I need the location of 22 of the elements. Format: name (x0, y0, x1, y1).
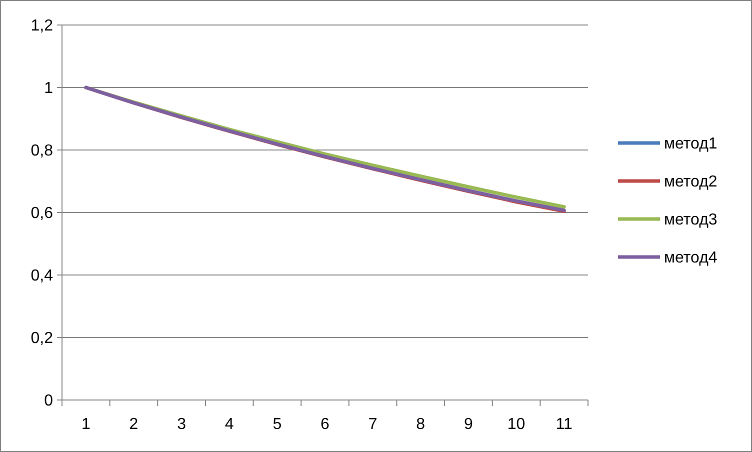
x-tick-label: 8 (416, 416, 426, 433)
x-tick-label: 4 (224, 416, 234, 433)
x-tick-label: 1 (81, 416, 90, 433)
y-tick-label: 0,2 (30, 330, 54, 348)
x-tick-label: 7 (368, 416, 378, 433)
y-tick-label: 0,6 (30, 205, 54, 222)
y-tick-label: 0,8 (30, 142, 54, 160)
x-tick-label: 2 (129, 416, 138, 433)
x-tick-label: 10 (507, 416, 526, 433)
x-tick-label: 6 (320, 416, 330, 433)
y-tick-label: 1 (44, 80, 54, 98)
y-tick-label: 0,4 (30, 268, 54, 285)
x-tick-label: 3 (177, 416, 186, 433)
legend-label: метод1 (664, 136, 718, 153)
y-tick-label: 0 (44, 392, 54, 410)
legend-label: метод3 (664, 212, 718, 229)
legend-label: метод4 (664, 250, 718, 267)
x-tick-label: 9 (464, 416, 473, 433)
legend-label: метод2 (664, 174, 718, 191)
y-tick-label: 1,2 (30, 18, 54, 35)
x-tick-label: 5 (272, 416, 282, 433)
x-tick-label: 11 (556, 416, 572, 433)
